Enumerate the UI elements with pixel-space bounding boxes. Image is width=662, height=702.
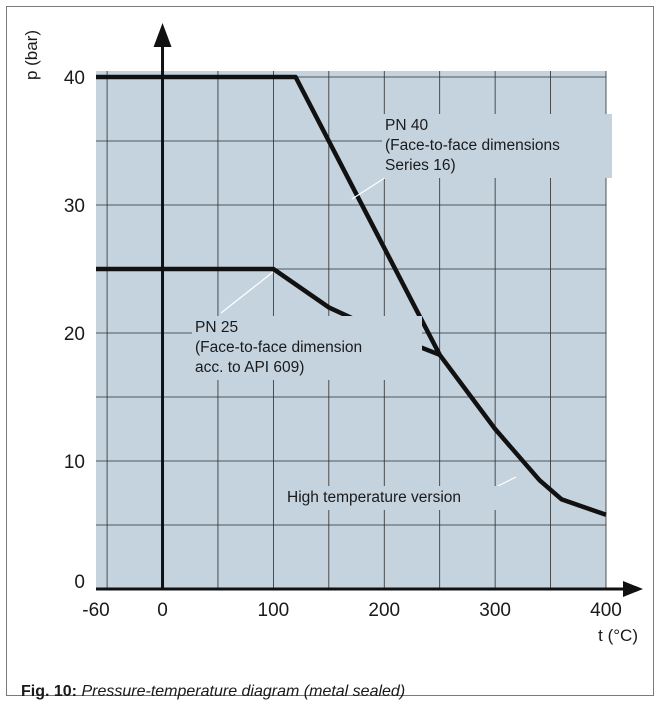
annotation-pn25-line: PN 25	[195, 319, 238, 336]
annotations: PN 40 (Face-to-face dimensions Series 16) P…	[192, 114, 612, 510]
x-tick-label: 300	[479, 600, 511, 621]
caption-text: Pressure-temperature diagram (metal seal…	[81, 683, 406, 700]
annotation-pn40-line: PN 40	[385, 117, 428, 134]
annotation-backdrop	[382, 114, 612, 178]
annotation-pn40-line: (Face-to-face dimensions	[385, 137, 560, 154]
x-tick-label: 200	[368, 600, 400, 621]
y-tick-label: 20	[64, 324, 85, 345]
caption-label: Fig. 10:	[21, 683, 78, 700]
y-axis-label: p (bar)	[22, 30, 41, 80]
annotation-pn25-line: acc. to API 609)	[195, 359, 304, 376]
annotation-pn25-line: (Face-to-face dimension	[195, 339, 362, 356]
y-tick-label: 10	[64, 452, 85, 473]
figure-frame: PN 40 (Face-to-face dimensions Series 16) P…	[6, 6, 654, 700]
annotation-high_temp-line: High temperature version	[287, 489, 461, 506]
y-tick-label: 0	[74, 572, 85, 593]
y-tick-label: 30	[64, 196, 85, 217]
x-tick-label: 0	[157, 600, 168, 621]
annotation-leader-line	[220, 271, 274, 314]
annotation-backdrop	[284, 486, 514, 510]
y-tick-label: 40	[64, 68, 85, 89]
curve-high_temp	[437, 353, 607, 517]
annotation-backdrop	[192, 316, 422, 380]
x-tick-label: -60	[82, 600, 109, 621]
axes	[96, 23, 643, 597]
figure-caption: Fig. 10: Pressure-temperature diagram (m…	[21, 683, 405, 701]
y-axis-arrow-icon	[153, 23, 172, 47]
annotation-pn40-line: Series 16)	[385, 157, 456, 174]
x-tick-label: 100	[258, 600, 290, 621]
tick-labels: -60 0 100 200 300 400 0 10 20 30 40	[64, 68, 622, 621]
pressure-temperature-chart: PN 40 (Face-to-face dimensions Series 16) P…	[22, 23, 643, 645]
x-axis-label: t (°C)	[598, 626, 638, 645]
x-axis-arrow-icon	[623, 581, 643, 597]
x-tick-label: 400	[590, 600, 622, 621]
